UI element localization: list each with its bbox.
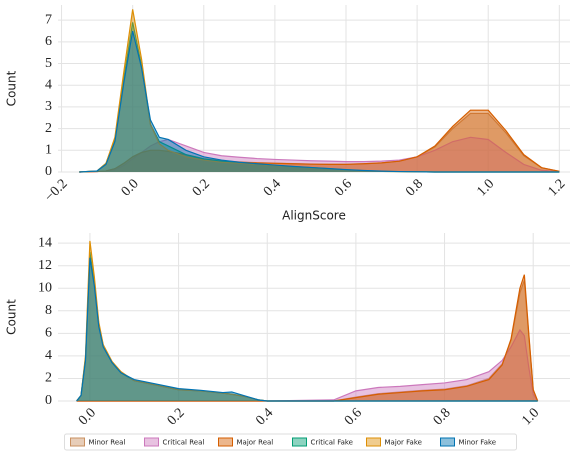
y-tick-label: 4 xyxy=(45,77,52,92)
y-tick-label: 7 xyxy=(45,12,52,27)
legend-label: Major Real xyxy=(237,439,274,447)
legend-label: Minor Fake xyxy=(459,439,497,447)
density-line xyxy=(76,274,539,402)
y-tick-label: 4 xyxy=(45,348,52,363)
y-tick-label: 2 xyxy=(45,121,52,136)
y-tick-label: 8 xyxy=(45,303,52,318)
density-area xyxy=(79,31,560,173)
x-tick-label: 0.2 xyxy=(165,405,188,428)
legend-swatch xyxy=(440,437,455,447)
legend-swatch xyxy=(70,437,85,447)
y-tick-label: 5 xyxy=(45,56,52,71)
x-tick-label: 0.6 xyxy=(332,176,355,199)
x-tick-label: 0.4 xyxy=(253,405,276,428)
x-tick-label: 1.2 xyxy=(545,176,568,199)
x-tick-label: 1.0 xyxy=(474,176,497,199)
density-area xyxy=(76,280,538,401)
density-line xyxy=(76,240,538,402)
density-area xyxy=(79,9,560,173)
y-tick-label: 3 xyxy=(45,99,52,114)
y-tick-label: 6 xyxy=(45,34,52,49)
y-tick-label: 6 xyxy=(45,326,52,341)
legend-label: Major Fake xyxy=(385,439,422,447)
legend-label: Critical Real xyxy=(163,439,205,447)
density-area xyxy=(79,110,560,172)
legend-swatch xyxy=(292,437,307,447)
density-line xyxy=(79,109,560,173)
x-tick-label: 0.8 xyxy=(403,176,426,199)
y-tick-label: 2 xyxy=(45,371,52,386)
density-area xyxy=(79,113,560,172)
legend-swatch xyxy=(366,437,381,447)
density-area xyxy=(76,274,538,401)
legend-label: Minor Real xyxy=(89,439,126,447)
x-tick-label: 0.2 xyxy=(190,176,213,199)
density-area xyxy=(76,240,538,401)
x-tick-label: 0.6 xyxy=(342,405,365,428)
density-line xyxy=(79,136,560,173)
y-tick-label: 0 xyxy=(45,164,52,179)
density-area xyxy=(79,22,560,172)
y-tick-label: 12 xyxy=(38,258,52,273)
density-area xyxy=(76,252,538,401)
y-axis-label: Count xyxy=(5,299,19,335)
x-tick-label: 0.4 xyxy=(261,176,284,199)
legend-swatch xyxy=(218,437,233,447)
y-tick-label: 0 xyxy=(45,393,52,408)
x-tick-label: 1.0 xyxy=(519,405,542,428)
x-axis-label: AlignScore xyxy=(282,209,346,223)
x-tick-label: 0.0 xyxy=(119,176,142,199)
y-axis-label: Count xyxy=(5,70,19,106)
density-area xyxy=(76,257,538,401)
x-tick-label: 0.0 xyxy=(76,405,99,428)
y-tick-label: 14 xyxy=(38,235,52,250)
y-tick-label: 10 xyxy=(38,280,52,295)
y-tick-label: 1 xyxy=(45,143,52,158)
x-tick-label: 0.8 xyxy=(431,405,454,428)
x-tick-label: −0.2 xyxy=(42,176,71,205)
density-area xyxy=(79,137,560,172)
legend-frame xyxy=(64,433,517,451)
density-area xyxy=(76,329,538,401)
density-line xyxy=(79,30,560,173)
legend-label: Critical Fake xyxy=(311,439,354,447)
legend-swatch xyxy=(144,437,159,447)
density-line xyxy=(76,257,538,402)
